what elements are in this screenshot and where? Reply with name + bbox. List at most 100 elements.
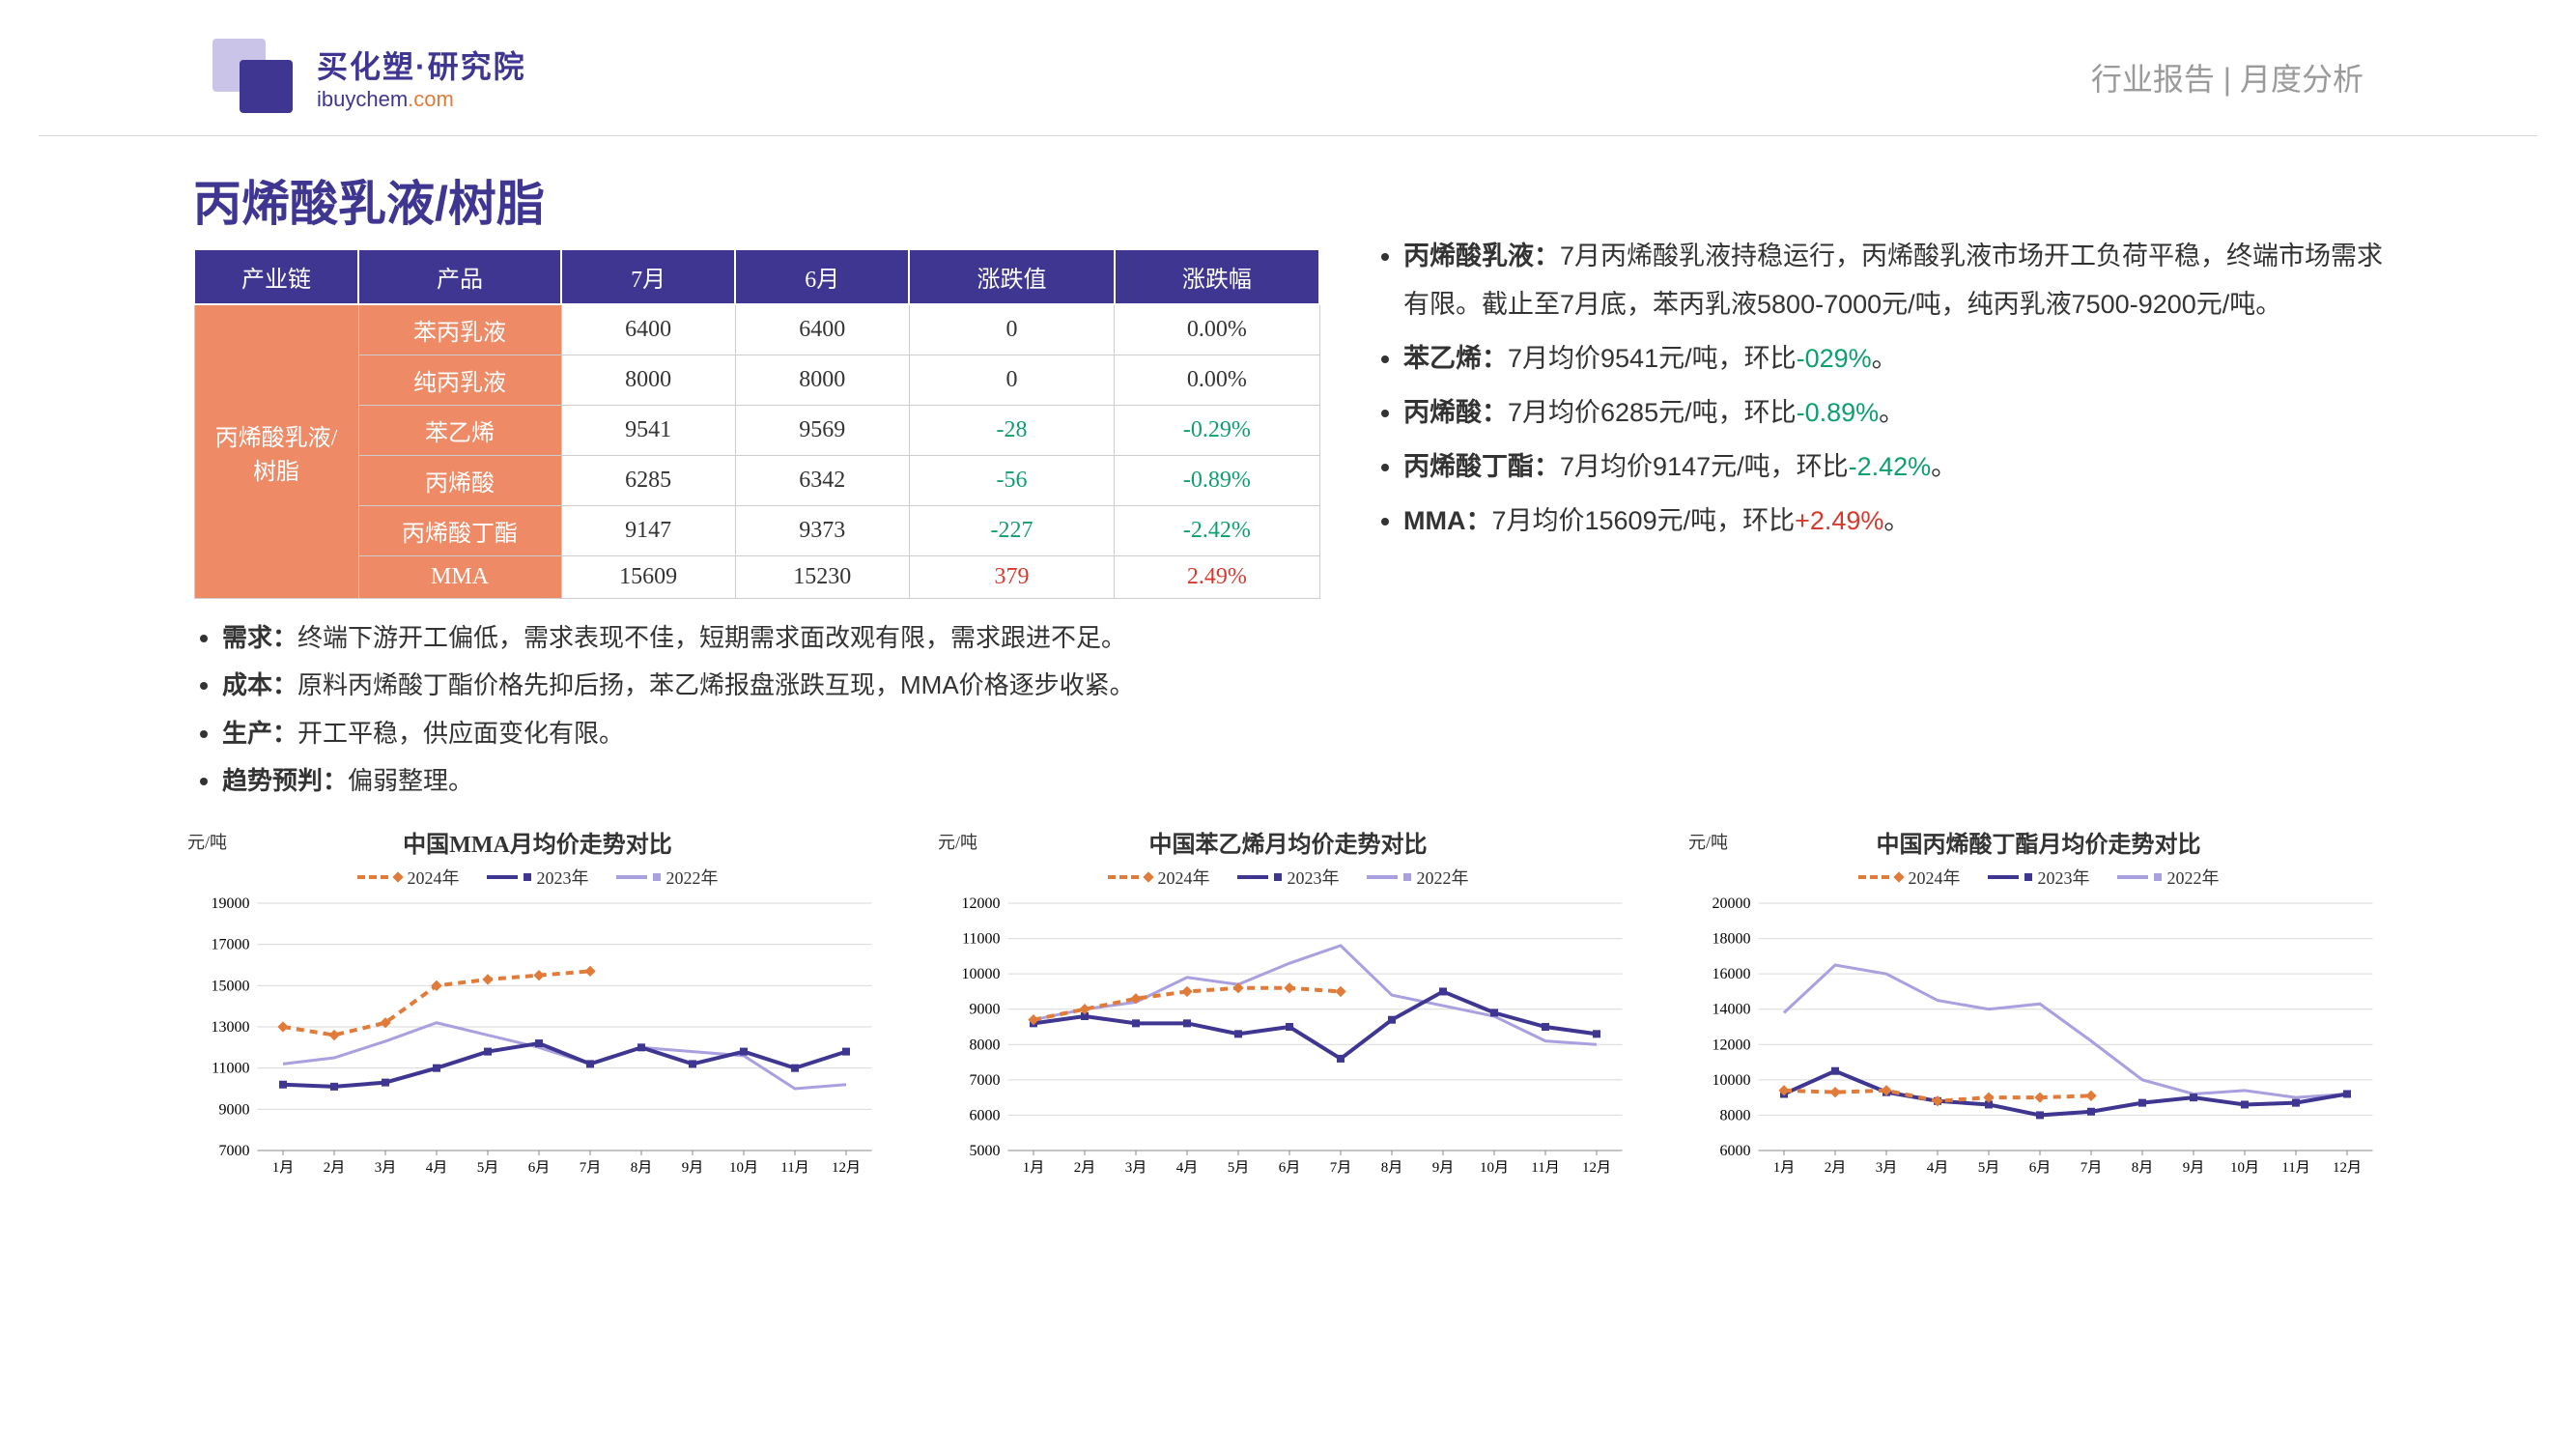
table-cell: 6400 <box>561 304 735 355</box>
svg-text:3月: 3月 <box>1876 1160 1898 1176</box>
svg-text:2月: 2月 <box>1074 1160 1096 1176</box>
legend-item: 2023年 <box>1988 865 2090 890</box>
table-product-cell: 纯丙乳液 <box>358 355 561 406</box>
svg-text:3月: 3月 <box>1125 1160 1147 1176</box>
logo-cn: 买化塑·研究院 <box>317 43 526 87</box>
legend-item: 2022年 <box>2117 865 2220 890</box>
list-item: MMA：7月均价15609元/吨，环比+2.49%。 <box>1403 497 2383 546</box>
svg-text:10000: 10000 <box>962 966 1001 982</box>
table-cell: 0.00% <box>1115 304 1319 355</box>
svg-text:2月: 2月 <box>1825 1160 1847 1176</box>
svg-text:13000: 13000 <box>212 1019 250 1036</box>
table-cell: 6342 <box>735 456 909 506</box>
svg-text:19000: 19000 <box>212 895 250 912</box>
table-cell: 0.00% <box>1115 355 1319 406</box>
table-row: MMA15609152303792.49% <box>194 556 1319 599</box>
line-chart: 元/吨中国苯乙烯月均价走势对比2024年2023年2022年5000600070… <box>924 825 1652 1183</box>
svg-text:5000: 5000 <box>970 1143 1001 1159</box>
svg-text:11月: 11月 <box>2281 1160 2309 1176</box>
svg-text:1月: 1月 <box>1773 1160 1796 1176</box>
table-cell: 9541 <box>561 406 735 456</box>
legend-item: 2022年 <box>1367 865 1469 890</box>
table-cell: 8000 <box>735 355 909 406</box>
legend-item: 2024年 <box>1858 865 1961 890</box>
svg-text:12000: 12000 <box>962 895 1001 912</box>
svg-text:7000: 7000 <box>970 1071 1001 1088</box>
right-bullet-list: 丙烯酸乳液：7月丙烯酸乳液持稳运行，丙烯酸乳液市场开工负荷平稳，终端市场需求有限… <box>1378 233 2383 546</box>
table-cell: -28 <box>909 406 1114 456</box>
chart-ylabel: 元/吨 <box>1688 829 1728 854</box>
svg-text:10月: 10月 <box>2230 1160 2259 1176</box>
chart-svg: 7000900011000130001500017000190001月2月3月4… <box>174 894 901 1183</box>
table-header: 7月 <box>561 249 735 304</box>
table-cell: -0.29% <box>1115 406 1319 456</box>
svg-text:16000: 16000 <box>1713 966 1751 982</box>
svg-text:5月: 5月 <box>477 1160 499 1176</box>
svg-text:6000: 6000 <box>970 1107 1001 1123</box>
list-item: 苯乙烯：7月均价9541元/吨，环比-029%。 <box>1403 335 2383 384</box>
breadcrumb: 行业报告 | 月度分析 <box>2091 55 2364 99</box>
chart-svg: 600080001000012000140001600018000200001月… <box>1675 894 2402 1183</box>
table-row: 丙烯酸乳液/树脂苯丙乳液6400640000.00% <box>194 304 1319 355</box>
logo: 买化塑·研究院 ibuychem.com <box>212 39 526 116</box>
table-row: 丙烯酸62856342-56-0.89% <box>194 456 1319 506</box>
table-cell: 9569 <box>735 406 909 456</box>
logo-squares-icon <box>212 39 299 116</box>
svg-text:9000: 9000 <box>219 1101 250 1118</box>
page-header: 买化塑·研究院 ibuychem.com 行业报告 | 月度分析 <box>39 0 2537 136</box>
svg-text:20000: 20000 <box>1713 895 1751 912</box>
svg-text:9月: 9月 <box>1432 1160 1455 1176</box>
table-product-cell: 丙烯酸 <box>358 456 561 506</box>
list-item: 丙烯酸：7月均价6285元/吨，环比-0.89%。 <box>1403 389 2383 438</box>
table-cell: 15230 <box>735 556 909 599</box>
svg-text:6月: 6月 <box>528 1160 551 1176</box>
table-header: 涨跌值 <box>909 249 1114 304</box>
svg-text:6月: 6月 <box>1279 1160 1301 1176</box>
svg-text:8月: 8月 <box>631 1160 653 1176</box>
list-item: 丙烯酸丁酯：7月均价9147元/吨，环比-2.42%。 <box>1403 443 2383 492</box>
table-cell: 15609 <box>561 556 735 599</box>
svg-text:4月: 4月 <box>1927 1160 1949 1176</box>
chart-title: 中国丙烯酸丁酯月均价走势对比 <box>1675 825 2402 859</box>
svg-text:12月: 12月 <box>832 1160 861 1176</box>
svg-text:11月: 11月 <box>780 1160 808 1176</box>
svg-text:7月: 7月 <box>1330 1160 1352 1176</box>
table-header: 6月 <box>735 249 909 304</box>
table-cell: 9147 <box>561 506 735 556</box>
legend-item: 2024年 <box>1108 865 1210 890</box>
svg-text:11月: 11月 <box>1531 1160 1559 1176</box>
svg-text:7月: 7月 <box>580 1160 602 1176</box>
svg-text:12月: 12月 <box>1582 1160 1611 1176</box>
svg-text:8月: 8月 <box>1381 1160 1403 1176</box>
svg-text:11000: 11000 <box>962 930 1000 947</box>
table-cell: 2.49% <box>1115 556 1319 599</box>
chart-svg: 500060007000800090001000011000120001月2月3… <box>924 894 1652 1183</box>
table-header: 产业链 <box>194 249 358 304</box>
table-cell: 8000 <box>561 355 735 406</box>
svg-text:9月: 9月 <box>2183 1160 2205 1176</box>
list-item: 生产：开工平稳，供应面变化有限。 <box>222 710 1320 757</box>
table-cell: -56 <box>909 456 1114 506</box>
table-cell: 379 <box>909 556 1114 599</box>
svg-text:10月: 10月 <box>1480 1160 1509 1176</box>
table-row: 丙烯酸丁酯91479373-227-2.42% <box>194 506 1319 556</box>
table-cell: 6285 <box>561 456 735 506</box>
chart-legend: 2024年2023年2022年 <box>174 865 901 890</box>
svg-text:18000: 18000 <box>1713 930 1751 947</box>
legend-item: 2023年 <box>487 865 589 890</box>
legend-item: 2024年 <box>357 865 460 890</box>
table-product-cell: 苯乙烯 <box>358 406 561 456</box>
page-title: 丙烯酸乳液/树脂 <box>193 165 1320 235</box>
table-cell: -227 <box>909 506 1114 556</box>
svg-text:8月: 8月 <box>2132 1160 2154 1176</box>
svg-text:6000: 6000 <box>1720 1143 1751 1159</box>
table-header: 产品 <box>358 249 561 304</box>
svg-text:6月: 6月 <box>2029 1160 2052 1176</box>
table-product-cell: MMA <box>358 556 561 599</box>
svg-text:9000: 9000 <box>970 1001 1001 1017</box>
table-cell: 0 <box>909 355 1114 406</box>
svg-text:1月: 1月 <box>272 1160 295 1176</box>
logo-en: ibuychem.com <box>317 87 526 112</box>
price-table: 产业链产品7月6月涨跌值涨跌幅 丙烯酸乳液/树脂苯丙乳液6400640000.0… <box>193 248 1320 599</box>
svg-text:3月: 3月 <box>375 1160 397 1176</box>
